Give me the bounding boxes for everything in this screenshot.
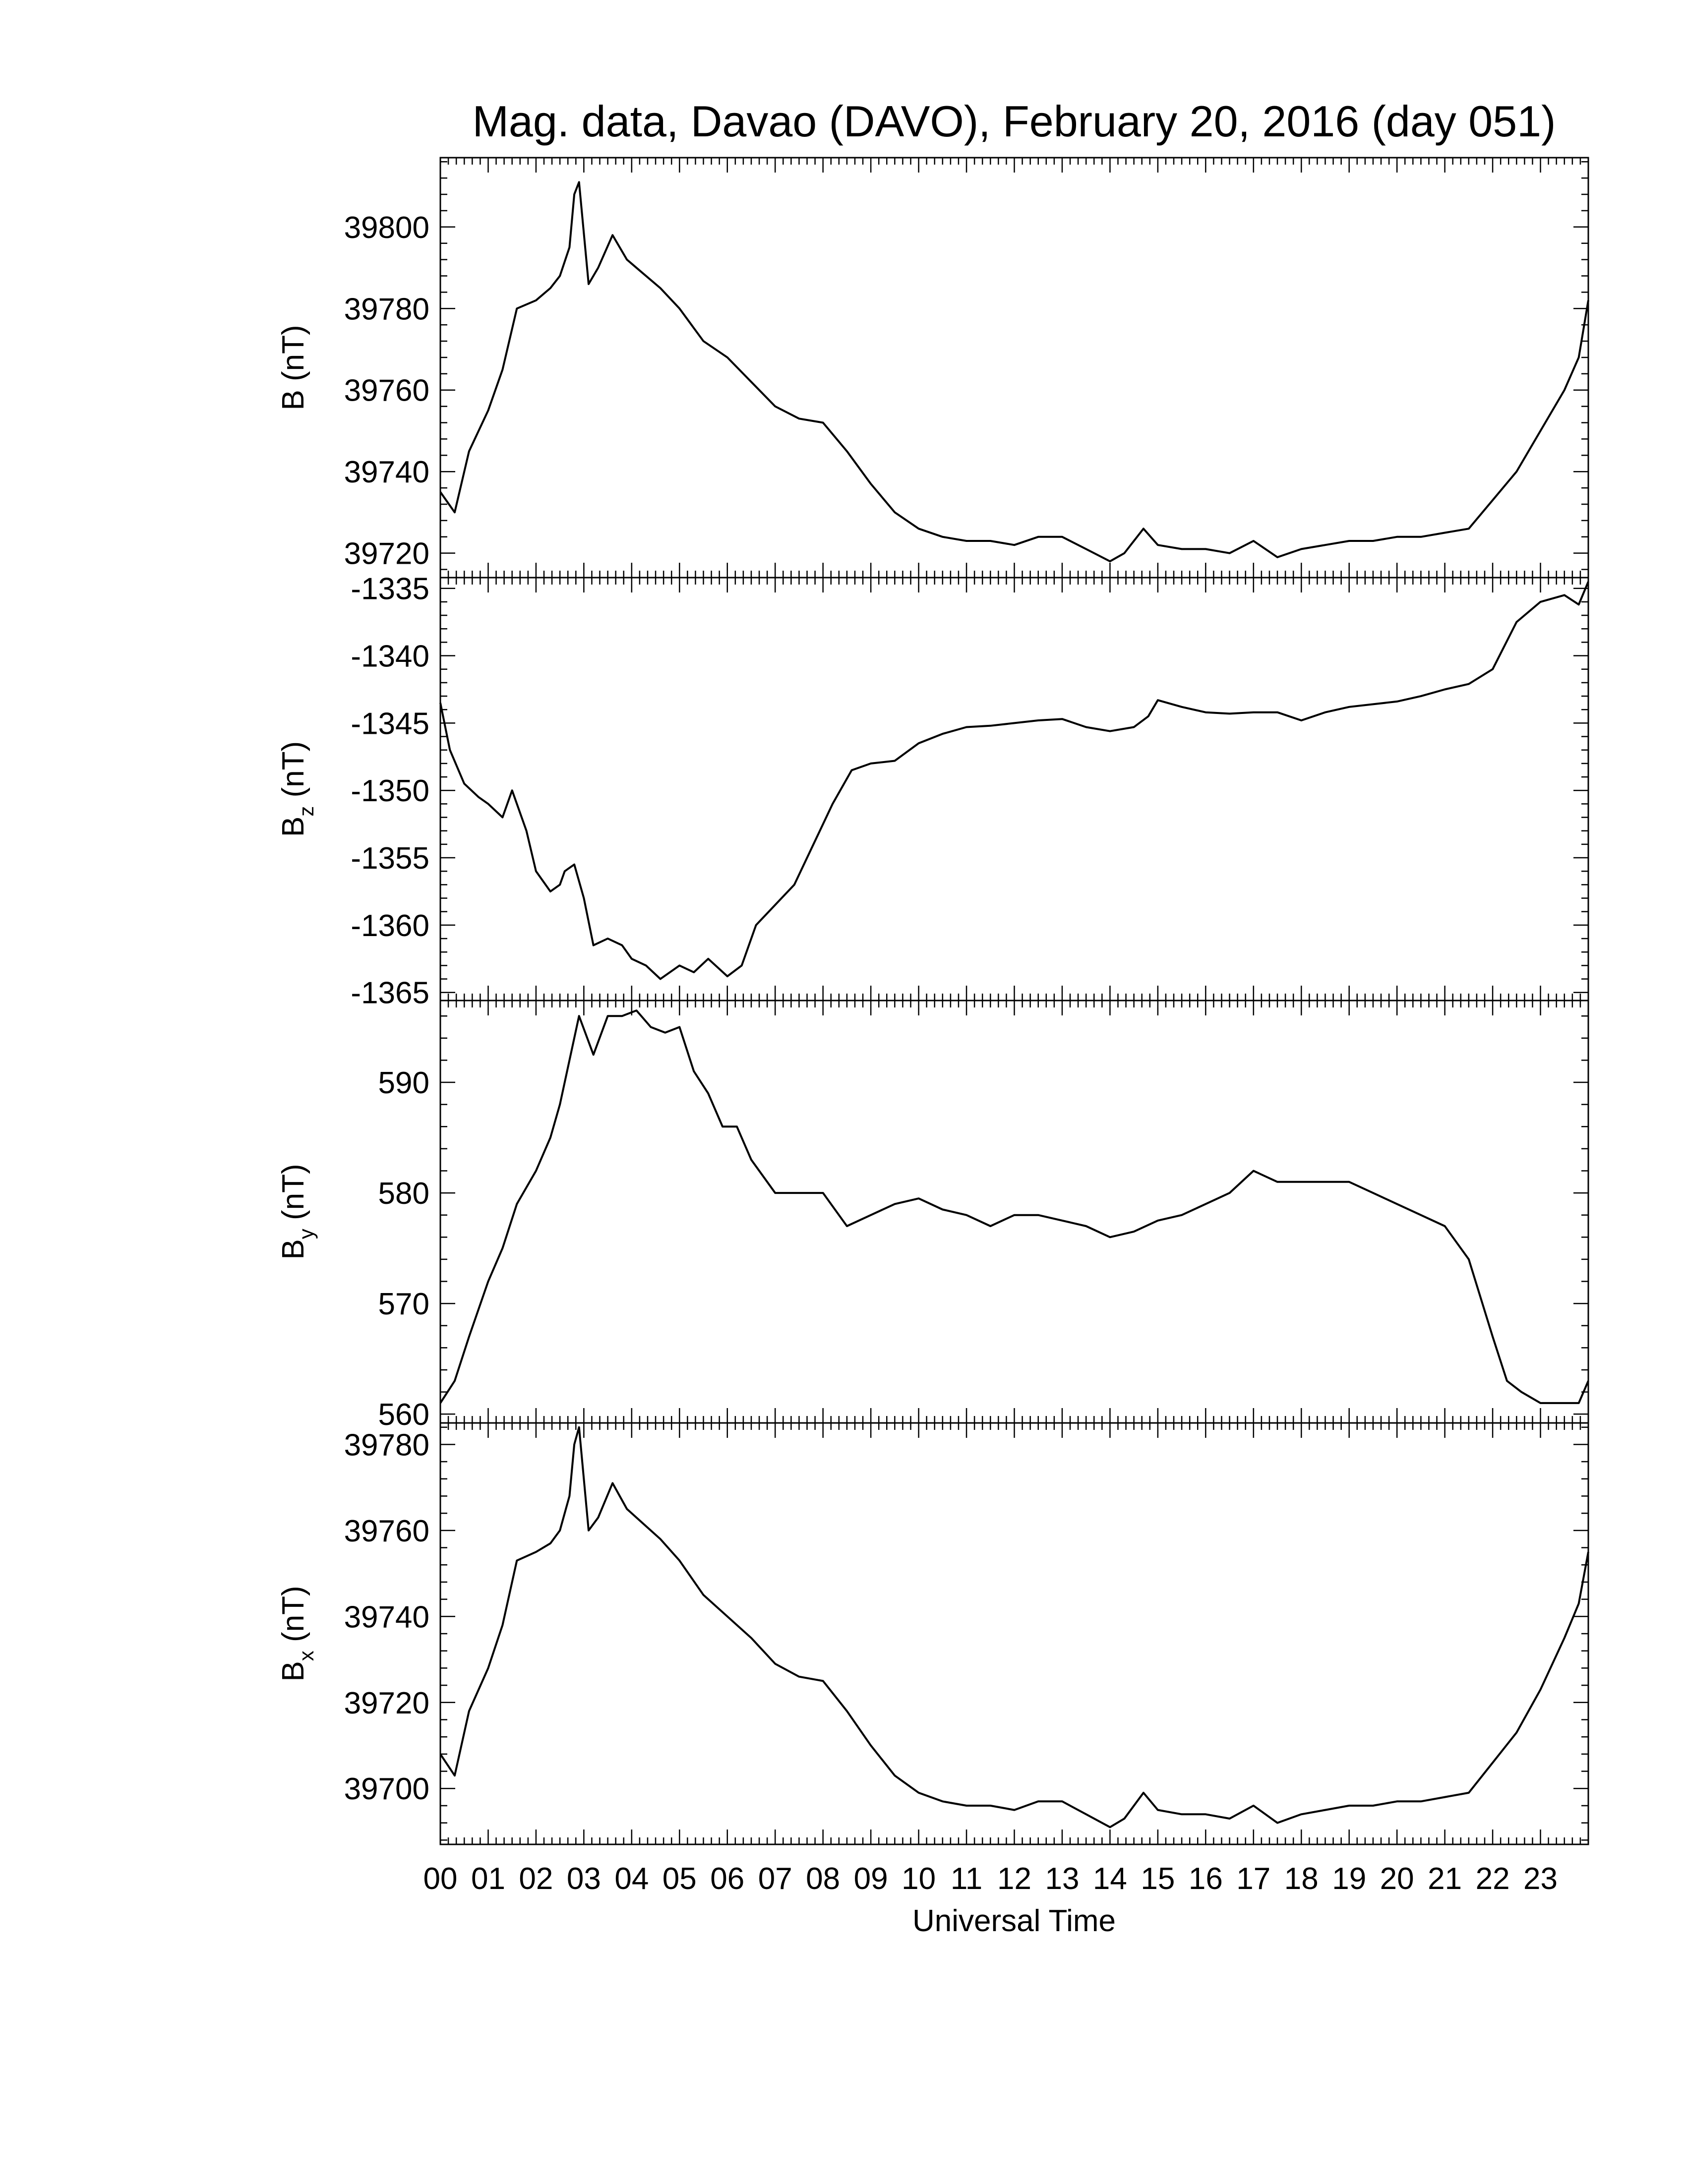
x-tick-label: 12: [997, 1862, 1031, 1896]
y-tick-label: 39780: [344, 292, 429, 326]
panel-1: 39720 39740 39760 39780 39800 B (nT): [276, 157, 1589, 579]
y-tick-label: 39720: [344, 1686, 429, 1720]
y-tick-label: 570: [378, 1287, 429, 1321]
x-tick-label: 01: [471, 1862, 505, 1896]
series-line: [439, 581, 1589, 980]
panel-frame: [439, 1422, 1589, 1845]
series-line: [439, 1009, 1589, 1404]
x-tick-label: 17: [1236, 1862, 1270, 1896]
chart-title: Mag. data, Davao (DAVO), February 20, 20…: [473, 97, 1556, 146]
panel-frame: [439, 577, 1589, 1002]
y-tick-label: 39740: [344, 455, 429, 489]
series-line: [439, 1426, 1589, 1829]
x-tick-label: 03: [567, 1862, 601, 1896]
x-tick-label: 11: [951, 1862, 982, 1896]
x-tick-label: 02: [519, 1862, 553, 1896]
y-tick-label: 39700: [344, 1772, 429, 1806]
x-tick-label: 16: [1189, 1862, 1223, 1896]
x-tick-label: 23: [1523, 1862, 1558, 1896]
x-tick-label: 19: [1332, 1862, 1366, 1896]
y-axis-label: B (nT): [276, 325, 310, 410]
y-tick-label: -1345: [351, 707, 429, 741]
panel-frame: [439, 1000, 1589, 1424]
x-tick-label: 07: [758, 1862, 792, 1896]
x-tick-label: 22: [1476, 1862, 1510, 1896]
series-line: [439, 181, 1589, 563]
y-tick-label: 39740: [344, 1600, 429, 1634]
panel-3: 560 570 580 590 By (nT): [276, 1000, 1589, 1432]
y-axis-label: Bz (nT): [276, 741, 318, 837]
y-tick-label: 39800: [344, 211, 429, 245]
y-tick-label: 39780: [344, 1428, 429, 1462]
y-tick-label: 580: [378, 1177, 429, 1211]
x-tick-label: 15: [1141, 1862, 1175, 1896]
y-axis-label: Bx (nT): [276, 1586, 318, 1681]
y-tick-label: -1365: [351, 976, 429, 1010]
y-tick-label: 39760: [344, 374, 429, 408]
x-tick-label: 10: [902, 1862, 936, 1896]
y-tick-label: -1335: [351, 572, 429, 606]
x-tick-label: 06: [710, 1862, 744, 1896]
x-tick-label: 14: [1093, 1862, 1127, 1896]
x-tick-label: 08: [806, 1862, 840, 1896]
y-tick-label: -1355: [351, 841, 429, 876]
y-tick-label: -1350: [351, 774, 429, 808]
y-tick-label: -1360: [351, 909, 429, 943]
x-axis-label: Universal Time: [912, 1904, 1116, 1938]
y-tick-label: 590: [378, 1066, 429, 1100]
y-axis-label: By (nT): [276, 1164, 318, 1259]
y-tick-label: 39720: [344, 537, 429, 571]
x-tick-label: 09: [854, 1862, 888, 1896]
panel-frame: [439, 157, 1589, 579]
x-tick-labels: 00 01 02 03 04 05 06 07 08 09 10 11 12 13 14 15 16 17 18 19…: [423, 1862, 1558, 1896]
y-tick-label: 39760: [344, 1514, 429, 1548]
x-tick-label: 00: [423, 1862, 458, 1896]
y-tick-label: -1340: [351, 640, 429, 674]
x-tick-label: 04: [614, 1862, 649, 1896]
y-tick-label: 560: [378, 1398, 429, 1432]
x-tick-label: 18: [1284, 1862, 1319, 1896]
x-tick-label: 13: [1045, 1862, 1079, 1896]
x-tick-label: 21: [1428, 1862, 1462, 1896]
x-tick-label: 20: [1380, 1862, 1414, 1896]
x-tick-label: 05: [662, 1862, 697, 1896]
panel-2: -1365 -1360 -1355 -1350 -1345 -1340 -1335 Bz (n…: [276, 572, 1589, 1010]
panel-4: 39700 39720 39740 39760 39780 Bx (nT): [276, 1422, 1589, 1845]
